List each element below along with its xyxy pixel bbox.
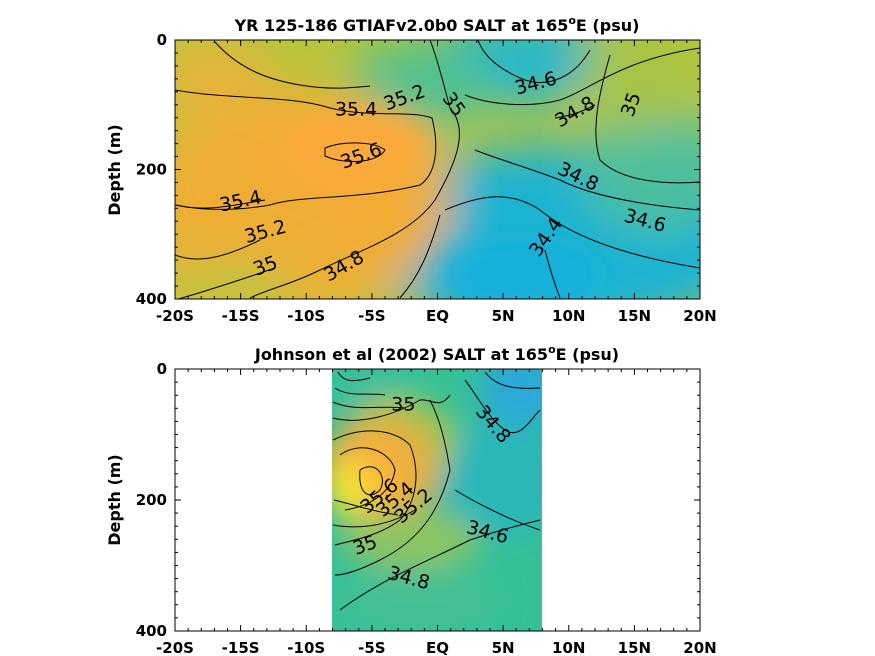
- contour-label: 35.4: [335, 98, 377, 120]
- x-tick-label: 15N: [618, 639, 651, 656]
- y-tick-label: 200: [136, 161, 167, 179]
- x-tick-label: EQ: [426, 307, 449, 325]
- bottom-heatmap: [332, 369, 542, 631]
- x-tick-label: -15S: [222, 639, 260, 656]
- y-tick-label: 0: [157, 360, 167, 378]
- y-tick-label: 200: [136, 491, 167, 509]
- x-tick-label: 5N: [492, 307, 515, 325]
- top-ticks: -20S -15S -10S -5S EQ 5N 10N 15N 20N 0 200 400: [136, 31, 717, 325]
- bottom-contours: [332, 371, 541, 611]
- x-tick-label: -20S: [156, 307, 194, 325]
- y-tick-label: 0: [157, 31, 167, 49]
- bottom-panel: Johnson et al (2002) SALT at 165oE (psu): [105, 343, 717, 656]
- x-tick-label: -20S: [156, 639, 194, 656]
- x-tick-label: -5S: [358, 307, 385, 325]
- x-tick-label: -10S: [287, 307, 325, 325]
- x-tick-label: 5N: [492, 639, 515, 656]
- top-title: YR 125-186 GTIAFv2.0b0 SALT at 165oE (ps…: [234, 14, 640, 35]
- x-tick-label: -5S: [358, 639, 385, 656]
- x-tick-label: EQ: [426, 639, 449, 656]
- y-tick-label: 400: [136, 290, 167, 308]
- top-heatmap: [175, 40, 700, 299]
- x-tick-label: 10N: [552, 307, 585, 325]
- top-contours: [175, 40, 700, 299]
- bottom-title: Johnson et al (2002) SALT at 165oE (psu): [254, 343, 619, 364]
- x-tick-label: 15N: [618, 307, 651, 325]
- bottom-ticks: -20S -15S -10S -5S EQ 5N 10N 15N 20N 0 200 400: [136, 360, 717, 656]
- x-tick-label: 10N: [552, 639, 585, 656]
- x-tick-label: 20N: [683, 639, 716, 656]
- x-tick-label: -10S: [287, 639, 325, 656]
- bottom-ylabel: Depth (m): [105, 454, 124, 546]
- contour-label: 35: [391, 394, 415, 416]
- top-ylabel: Depth (m): [105, 124, 124, 216]
- x-tick-label: -15S: [222, 307, 260, 325]
- y-tick-label: 400: [136, 622, 167, 640]
- x-tick-label: 20N: [683, 307, 716, 325]
- top-panel: YR 125-186 GTIAFv2.0b0 SALT at 165oE (ps…: [105, 14, 717, 325]
